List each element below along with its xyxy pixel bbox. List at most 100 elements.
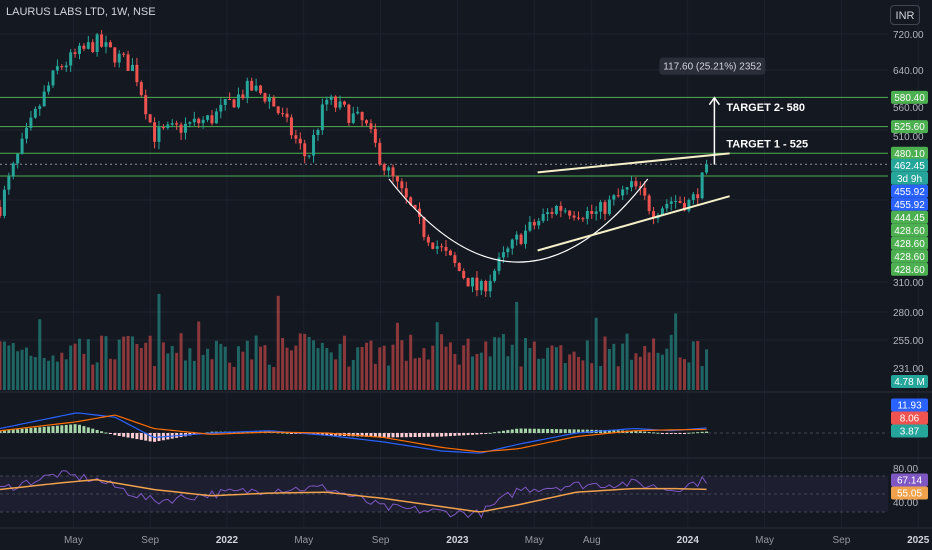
- volume-tag-label: 4.78 M: [894, 377, 925, 388]
- candle-body: [599, 202, 603, 212]
- macd-histogram-bar: [422, 433, 426, 437]
- currency-button[interactable]: INR: [890, 5, 920, 25]
- volume-bar: [201, 354, 205, 390]
- volume-bar: [250, 359, 254, 390]
- candle-body: [585, 210, 589, 219]
- volume-bar: [678, 357, 682, 390]
- candle-body: [373, 128, 377, 143]
- candle-body: [351, 113, 355, 123]
- candle-body: [581, 218, 585, 220]
- macd-histogram-bar: [104, 432, 108, 434]
- volume-bar: [391, 344, 395, 390]
- candle-body: [524, 230, 528, 244]
- volume-bar: [431, 345, 435, 390]
- candle-body: [528, 221, 532, 231]
- price-tag: [891, 210, 928, 224]
- macd-histogram-bar: [42, 426, 46, 433]
- volume-bar: [550, 345, 554, 390]
- macd-histogram-bar: [51, 426, 55, 433]
- volume-bar: [236, 346, 240, 390]
- macd-histogram-bar: [506, 430, 510, 433]
- macd-histogram-bar: [373, 433, 377, 438]
- candle-body: [64, 65, 68, 68]
- macd-histogram-bar: [612, 430, 616, 433]
- volume-bar: [241, 351, 245, 390]
- price-tag-label: 428.60: [894, 226, 925, 237]
- candle-body: [267, 97, 271, 102]
- rsi-line: [0, 470, 707, 519]
- macd-histogram-bar: [572, 429, 576, 433]
- candle-body: [493, 270, 497, 281]
- horizontal-levels: [0, 96, 888, 177]
- volume-bar: [289, 350, 293, 390]
- macd-histogram-bar: [501, 430, 505, 433]
- macd-histogram-bar: [409, 433, 413, 438]
- candle-body: [95, 34, 99, 52]
- price-tag-label: 455.92: [894, 200, 925, 211]
- price-tag: [891, 90, 928, 104]
- rsi-tick-label: 40.00: [893, 498, 918, 509]
- candle-body: [665, 203, 669, 209]
- volume-bar: [409, 334, 413, 390]
- volume-bar: [700, 365, 704, 390]
- volume-bar: [135, 343, 139, 390]
- time-axis[interactable]: May Sep 2022 May Sep 2023 May Aug 2024 May Sep 2025: [64, 535, 930, 546]
- volume-bar: [179, 333, 183, 390]
- time-tick-label: May: [525, 535, 544, 546]
- price-tag: [891, 236, 928, 250]
- volume-bar: [157, 293, 161, 390]
- volume-bar: [7, 345, 11, 390]
- macd-histogram-bar: [356, 433, 360, 437]
- candle-body: [638, 186, 642, 188]
- volume-bar: [188, 348, 192, 390]
- volume-bar: [73, 343, 77, 390]
- volume-bar: [166, 353, 170, 390]
- macd-histogram-bar: [546, 428, 550, 433]
- macd-histogram-bar: [510, 429, 514, 433]
- macd-histogram-bar: [462, 433, 466, 436]
- candle-body: [559, 206, 563, 211]
- volume-bar: [625, 333, 629, 390]
- volume-bar: [144, 342, 148, 390]
- candle-body: [236, 94, 240, 108]
- volume-bar: [122, 336, 126, 390]
- price-tag-label: 428.60: [894, 265, 925, 276]
- macd-histogram-bar: [108, 433, 112, 434]
- rsi-tag-label: 67.14: [897, 476, 922, 487]
- volume-bar: [590, 363, 594, 390]
- macd-histogram-bar: [11, 429, 15, 433]
- macd-histogram-bar: [2, 430, 6, 433]
- candle-body: [276, 106, 280, 114]
- price-axis[interactable]: 720.00 640.00 560.00 510.00 310.00 280.00 255.…: [891, 30, 928, 388]
- macd-histogram-bar: [674, 433, 678, 434]
- candle-body: [691, 194, 695, 200]
- macd-histogram-bar: [55, 425, 59, 433]
- candle-body: [479, 281, 483, 291]
- price-tag-label: 444.45: [894, 213, 925, 224]
- volume-bar: [599, 366, 603, 390]
- candle-body: [652, 211, 656, 219]
- volume-bar: [612, 343, 616, 390]
- candle-body: [263, 93, 267, 102]
- candle-body: [621, 189, 625, 196]
- macd-histogram-bar: [139, 433, 143, 440]
- macd-histogram-bar: [285, 432, 289, 434]
- candle-body: [382, 164, 386, 171]
- price-tick-label: 310.00: [893, 278, 924, 289]
- macd-tag-label: 11.93: [897, 401, 922, 412]
- macd-histogram-bar: [528, 428, 532, 433]
- volume-bar: [674, 313, 678, 390]
- volume-bar: [400, 340, 404, 390]
- candle-body: [2, 189, 6, 216]
- candle-body: [532, 221, 536, 226]
- volume-bar: [585, 340, 589, 390]
- candle-body: [259, 85, 263, 94]
- measure-label-box: [659, 57, 766, 75]
- volume-bar: [488, 356, 492, 390]
- drawings: 117.60 (25.21%) 2352 TARGET 2- 580 TARGET …: [388, 57, 808, 263]
- candle-body: [546, 212, 550, 215]
- volume-bar: [33, 357, 37, 390]
- candle-body: [20, 138, 24, 154]
- macd-histogram-bar: [148, 433, 152, 442]
